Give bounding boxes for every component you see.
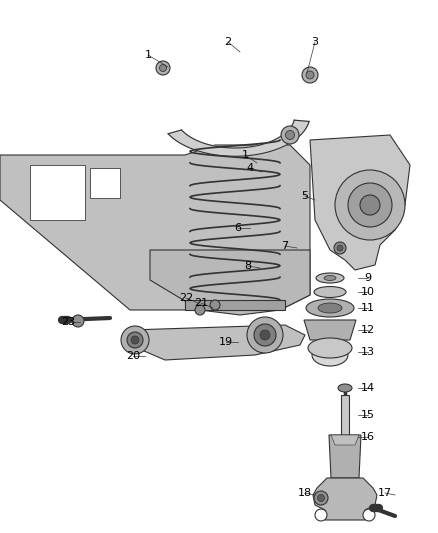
Text: 4: 4 xyxy=(247,163,254,173)
Text: 7: 7 xyxy=(282,241,289,251)
Circle shape xyxy=(156,61,170,75)
Polygon shape xyxy=(329,435,361,478)
Polygon shape xyxy=(331,435,359,445)
Bar xyxy=(90,168,120,198)
Circle shape xyxy=(337,245,343,251)
Ellipse shape xyxy=(318,303,342,313)
Circle shape xyxy=(127,332,143,348)
Text: 12: 12 xyxy=(361,325,375,335)
Circle shape xyxy=(195,305,205,315)
Circle shape xyxy=(360,195,380,215)
Text: 10: 10 xyxy=(361,287,375,297)
Ellipse shape xyxy=(338,384,352,392)
Polygon shape xyxy=(130,325,305,360)
Ellipse shape xyxy=(312,344,348,366)
Text: 22: 22 xyxy=(179,293,193,303)
Circle shape xyxy=(318,495,325,502)
Polygon shape xyxy=(168,120,309,156)
Circle shape xyxy=(348,183,392,227)
Text: 9: 9 xyxy=(364,273,371,283)
Circle shape xyxy=(260,330,270,340)
Circle shape xyxy=(315,509,327,521)
Text: 14: 14 xyxy=(361,383,375,393)
Circle shape xyxy=(254,324,276,346)
Circle shape xyxy=(334,242,346,254)
Ellipse shape xyxy=(316,273,344,283)
Ellipse shape xyxy=(308,338,352,358)
Circle shape xyxy=(363,509,375,521)
Text: 2: 2 xyxy=(224,37,232,47)
Ellipse shape xyxy=(306,299,354,317)
Text: 8: 8 xyxy=(244,261,251,271)
Circle shape xyxy=(306,71,314,79)
Ellipse shape xyxy=(324,276,336,280)
Text: 13: 13 xyxy=(361,347,375,357)
Ellipse shape xyxy=(314,287,346,297)
Polygon shape xyxy=(310,135,410,270)
Circle shape xyxy=(281,126,299,144)
Text: 6: 6 xyxy=(234,223,241,233)
Polygon shape xyxy=(185,300,285,310)
Circle shape xyxy=(247,317,283,353)
Text: 5: 5 xyxy=(301,191,308,201)
Text: 23: 23 xyxy=(61,317,75,327)
Polygon shape xyxy=(304,320,356,340)
Circle shape xyxy=(335,170,405,240)
Text: 17: 17 xyxy=(378,488,392,498)
Circle shape xyxy=(159,64,166,71)
Circle shape xyxy=(210,300,220,310)
Circle shape xyxy=(131,336,139,344)
Polygon shape xyxy=(150,250,310,315)
Text: 1: 1 xyxy=(241,150,248,160)
Text: 19: 19 xyxy=(219,337,233,347)
Text: 21: 21 xyxy=(194,298,208,308)
Text: 3: 3 xyxy=(311,37,318,47)
Text: 16: 16 xyxy=(361,432,375,442)
Polygon shape xyxy=(313,478,377,520)
Polygon shape xyxy=(0,145,310,310)
Text: 15: 15 xyxy=(361,410,375,420)
Circle shape xyxy=(302,67,318,83)
Text: 11: 11 xyxy=(361,303,375,313)
Polygon shape xyxy=(341,395,349,435)
Text: 1: 1 xyxy=(145,50,152,60)
Text: 20: 20 xyxy=(126,351,140,361)
Text: 18: 18 xyxy=(298,488,312,498)
Circle shape xyxy=(314,491,328,505)
Circle shape xyxy=(286,131,294,140)
Circle shape xyxy=(121,326,149,354)
Bar xyxy=(30,165,85,220)
Circle shape xyxy=(72,315,84,327)
